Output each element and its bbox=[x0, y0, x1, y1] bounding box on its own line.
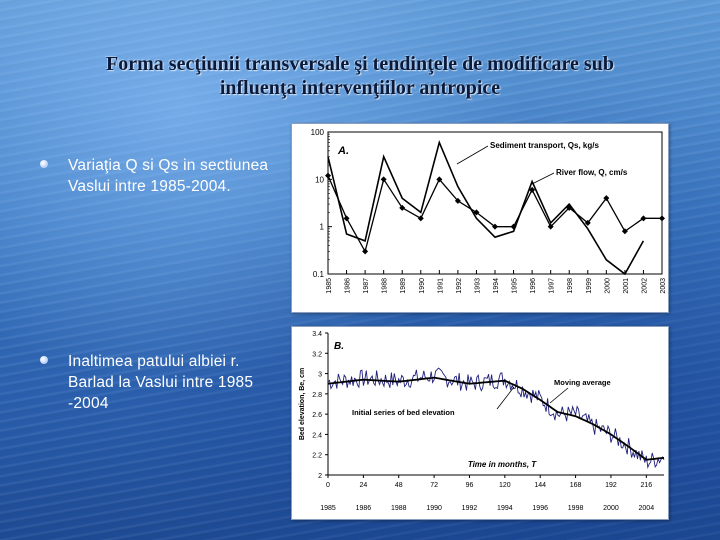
data-point bbox=[343, 215, 350, 222]
x-year-label: 2004 bbox=[639, 505, 655, 512]
x-tick-label: 1988 bbox=[382, 278, 389, 294]
data-point bbox=[621, 228, 628, 235]
data-point bbox=[325, 172, 331, 179]
x-tick-label: 168 bbox=[570, 482, 582, 489]
series-line bbox=[327, 140, 645, 276]
data-point bbox=[603, 195, 610, 202]
y-tick-label: 10 bbox=[315, 175, 324, 184]
series-label: Initial series of bed elevation bbox=[352, 408, 455, 417]
x-tick-label: 2002 bbox=[641, 278, 648, 294]
panel-label: B. bbox=[334, 341, 344, 352]
data-point bbox=[473, 209, 480, 216]
y-axis-label: Bed elevation, Be, cm bbox=[299, 368, 306, 440]
leader-line bbox=[496, 386, 515, 410]
x-tick-label: 1996 bbox=[530, 278, 537, 294]
data-point bbox=[492, 223, 498, 230]
x-tick-label: 1994 bbox=[493, 278, 500, 294]
x-tick-label: 1990 bbox=[419, 278, 426, 294]
x-tick-label: 48 bbox=[395, 482, 403, 489]
leader-line bbox=[456, 145, 489, 165]
y-tick-label: 3.2 bbox=[312, 351, 322, 358]
x-tick-label: 1987 bbox=[363, 278, 370, 294]
x-year-label: 1996 bbox=[532, 505, 548, 512]
x-tick-label: 120 bbox=[499, 482, 511, 489]
x-tick-label: 96 bbox=[466, 482, 474, 489]
x-tick-label: 2000 bbox=[604, 278, 611, 294]
series-line bbox=[327, 175, 662, 254]
x-year-label: 2000 bbox=[603, 505, 619, 512]
y-tick-label: 100 bbox=[311, 128, 325, 137]
bullet-dot-icon bbox=[40, 356, 48, 364]
data-point bbox=[399, 204, 406, 211]
y-tick-label: 2 bbox=[318, 473, 322, 480]
data-point bbox=[436, 176, 443, 183]
x-year-label: 1985 bbox=[320, 505, 336, 512]
y-tick-label: 1 bbox=[320, 223, 325, 232]
chart-panel-bed-elevation: 3.4 3.2 3 2.8 2.6 2.4 2.2 2 0 1985 24 1986 48 1988 72 1… bbox=[291, 326, 669, 520]
slide-title-line-1: Forma secţiunii transversale şi tendinţe… bbox=[106, 53, 614, 75]
x-axis-label: Time in months, T bbox=[468, 460, 537, 469]
y-tick-label: 0.1 bbox=[313, 270, 325, 279]
data-point bbox=[454, 197, 461, 204]
data-point bbox=[417, 215, 424, 222]
series-line-moving-average bbox=[327, 376, 665, 461]
series-label: Moving average bbox=[554, 378, 611, 387]
x-tick-label: 0 bbox=[326, 482, 330, 489]
slide-title-line-2: influenţa intervenţiilor antropice bbox=[219, 77, 501, 99]
x-tick-label: 1992 bbox=[456, 278, 463, 294]
series-label: River flow, Q, cm/s bbox=[556, 168, 628, 177]
bullet-text: Inaltimea patului albiei r. Barlad la Va… bbox=[68, 353, 254, 412]
x-year-label: 1994 bbox=[497, 505, 513, 512]
y-tick-label: 3.4 bbox=[312, 331, 322, 338]
bullet-dot-icon bbox=[40, 160, 48, 168]
bullet-text: Variaţia Q si Qs in sectiunea Vaslui int… bbox=[68, 157, 269, 195]
data-point bbox=[566, 204, 573, 211]
x-tick-label: 1993 bbox=[474, 278, 481, 294]
series-label: Sediment transport, Qs, kg/s bbox=[490, 141, 599, 150]
x-tick-label: 216 bbox=[640, 482, 652, 489]
x-tick-label: 144 bbox=[534, 482, 546, 489]
chart-bed-elevation: 3.4 3.2 3 2.8 2.6 2.4 2.2 20 1985 24 1986 48 1988 72 1… bbox=[299, 331, 665, 512]
y-tick-label: 2.2 bbox=[312, 453, 322, 460]
x-tick-label: 1989 bbox=[400, 278, 407, 294]
x-tick-label: 1999 bbox=[586, 278, 593, 294]
y-tick-label: 2.6 bbox=[312, 412, 322, 419]
data-point bbox=[584, 219, 591, 226]
x-tick-label: 1998 bbox=[567, 278, 574, 294]
chart-panel-flow-sediment: 100 10 1 0.1 1985 1986 1987 1988 1989 1990 1991 199… bbox=[291, 123, 669, 313]
y-tick-label: 3 bbox=[318, 372, 322, 379]
x-tick-label: 1991 bbox=[437, 278, 444, 294]
data-point bbox=[529, 186, 536, 193]
leader-line bbox=[549, 387, 569, 404]
y-tick-label: 2.4 bbox=[312, 432, 322, 439]
x-year-label: 1988 bbox=[391, 505, 407, 512]
x-year-label: 1992 bbox=[462, 505, 478, 512]
x-tick-label: 1985 bbox=[326, 278, 333, 294]
data-point bbox=[640, 215, 647, 222]
slide-title: Forma secţiunii transversale şi tendinţe… bbox=[40, 52, 680, 100]
bullet-item-flow: Variaţia Q si Qs in sectiunea Vaslui int… bbox=[40, 155, 270, 197]
data-point bbox=[659, 215, 665, 222]
bullet-item-bed-elevation: Inaltimea patului albiei r. Barlad la Va… bbox=[40, 351, 270, 414]
x-tick-label: 2003 bbox=[660, 278, 667, 294]
x-tick-label: 72 bbox=[430, 482, 438, 489]
x-tick-label: 24 bbox=[359, 482, 367, 489]
x-year-label: 1986 bbox=[356, 505, 372, 512]
data-point bbox=[547, 223, 554, 230]
data-point bbox=[510, 223, 517, 230]
x-tick-label: 1997 bbox=[549, 278, 556, 294]
x-year-label: 1990 bbox=[426, 505, 442, 512]
x-tick-label: 192 bbox=[605, 482, 617, 489]
x-year-label: 1998 bbox=[568, 505, 584, 512]
x-tick-label: 1995 bbox=[512, 278, 519, 294]
leader-line bbox=[531, 172, 555, 185]
data-point bbox=[380, 176, 387, 183]
data-point bbox=[362, 248, 369, 255]
panel-label: A. bbox=[337, 145, 349, 157]
x-tick-label: 1986 bbox=[345, 278, 352, 294]
series-line-raw bbox=[327, 367, 665, 469]
y-tick-label: 2.8 bbox=[312, 392, 322, 399]
x-tick-label: 2001 bbox=[623, 278, 630, 294]
